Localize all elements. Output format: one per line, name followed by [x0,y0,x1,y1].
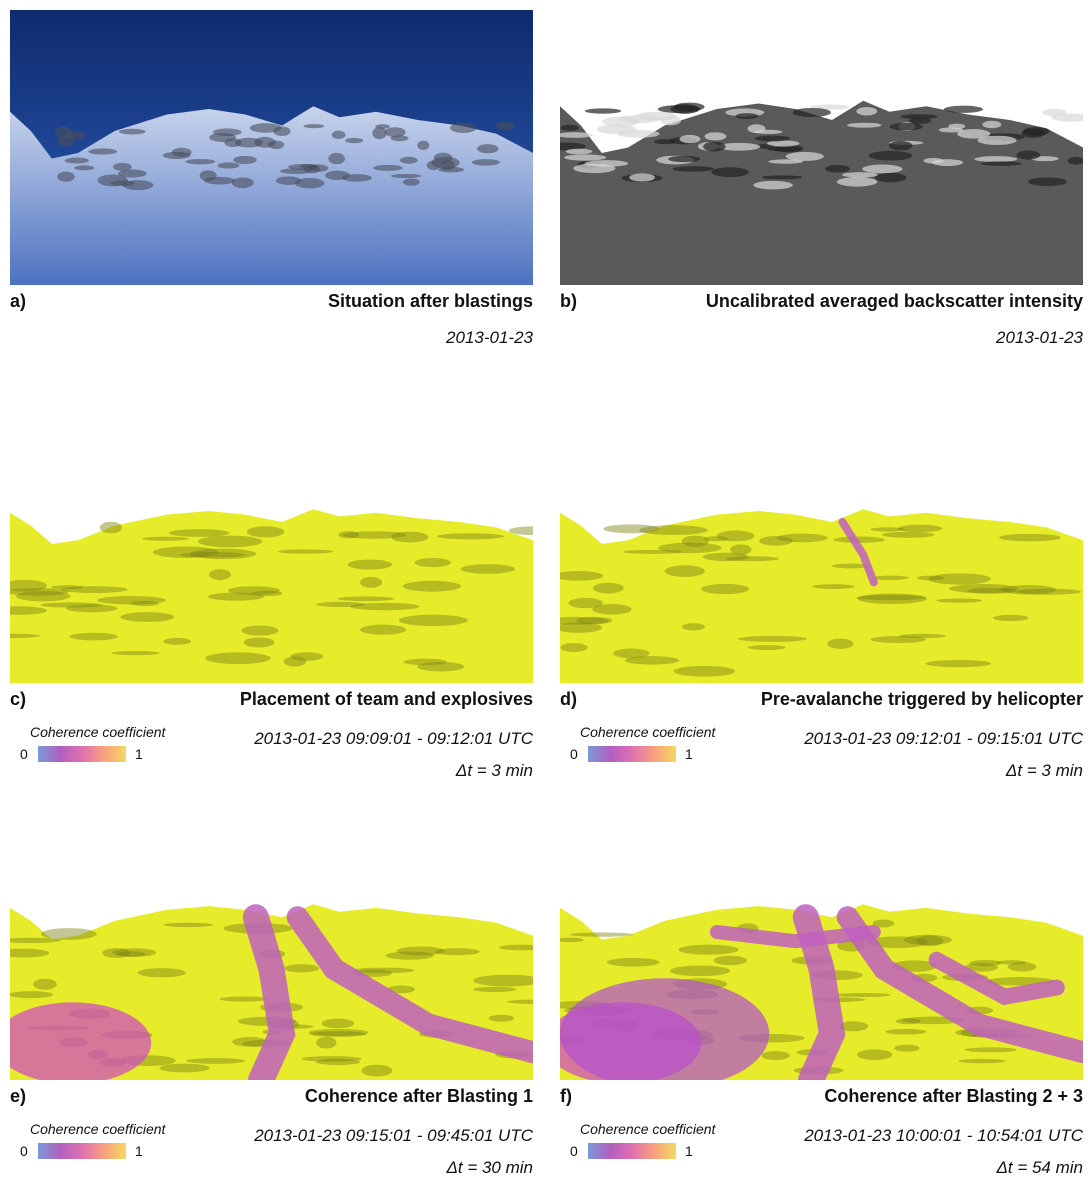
colorbar-max: 1 [135,1143,143,1159]
delta: Δt = 54 min [996,1158,1083,1178]
colorbar-min: 0 [570,746,578,762]
delta: Δt = 3 min [456,761,533,781]
panel-label: a) [10,291,26,312]
panel-title: Uncalibrated averaged backscatter intens… [706,291,1083,312]
panel-label: d) [560,689,577,710]
panel-date: 2013-01-23 [446,328,533,348]
panel-date: 2013-01-23 [996,328,1083,348]
colorbar-max: 1 [685,746,693,762]
panel-title: Placement of team and explosives [240,689,533,710]
panel-label: c) [10,689,26,710]
panel-title: Situation after blastings [328,291,533,312]
colorbar [38,1143,126,1159]
delta: Δt = 30 min [446,1158,533,1178]
time-range: 2013-01-23 09:09:01 - 09:12:01 UTC [254,729,533,749]
time-range: 2013-01-23 09:15:01 - 09:45:01 UTC [254,1126,533,1146]
colorbar [588,746,676,762]
colorbar-title: Coherence coefficient [580,724,715,740]
colorbar [38,746,126,762]
panel-image [560,895,1083,1080]
panel-image [560,10,1083,285]
panel-title: Pre-avalanche triggered by helicopter [761,689,1083,710]
panel-label: f) [560,1086,572,1107]
panel-label: b) [560,291,577,312]
colorbar [588,1143,676,1159]
panel-label: e) [10,1086,26,1107]
time-range: 2013-01-23 10:00:01 - 10:54:01 UTC [804,1126,1083,1146]
panel-image [560,500,1083,683]
colorbar-min: 0 [570,1143,578,1159]
delta: Δt = 3 min [1006,761,1083,781]
colorbar-title: Coherence coefficient [580,1121,715,1137]
time-range: 2013-01-23 09:12:01 - 09:15:01 UTC [804,729,1083,749]
colorbar-title: Coherence coefficient [30,1121,165,1137]
panel-title: Coherence after Blasting 2 + 3 [824,1086,1083,1107]
panel-image [10,895,533,1080]
colorbar-title: Coherence coefficient [30,724,165,740]
colorbar-max: 1 [135,746,143,762]
panel-title: Coherence after Blasting 1 [305,1086,533,1107]
panel-image [10,10,533,285]
colorbar-min: 0 [20,1143,28,1159]
panel-image [10,500,533,683]
figure: a) Situation after blastings 2013-01-23 b) U… [0,0,1088,1183]
colorbar-min: 0 [20,746,28,762]
colorbar-max: 1 [685,1143,693,1159]
